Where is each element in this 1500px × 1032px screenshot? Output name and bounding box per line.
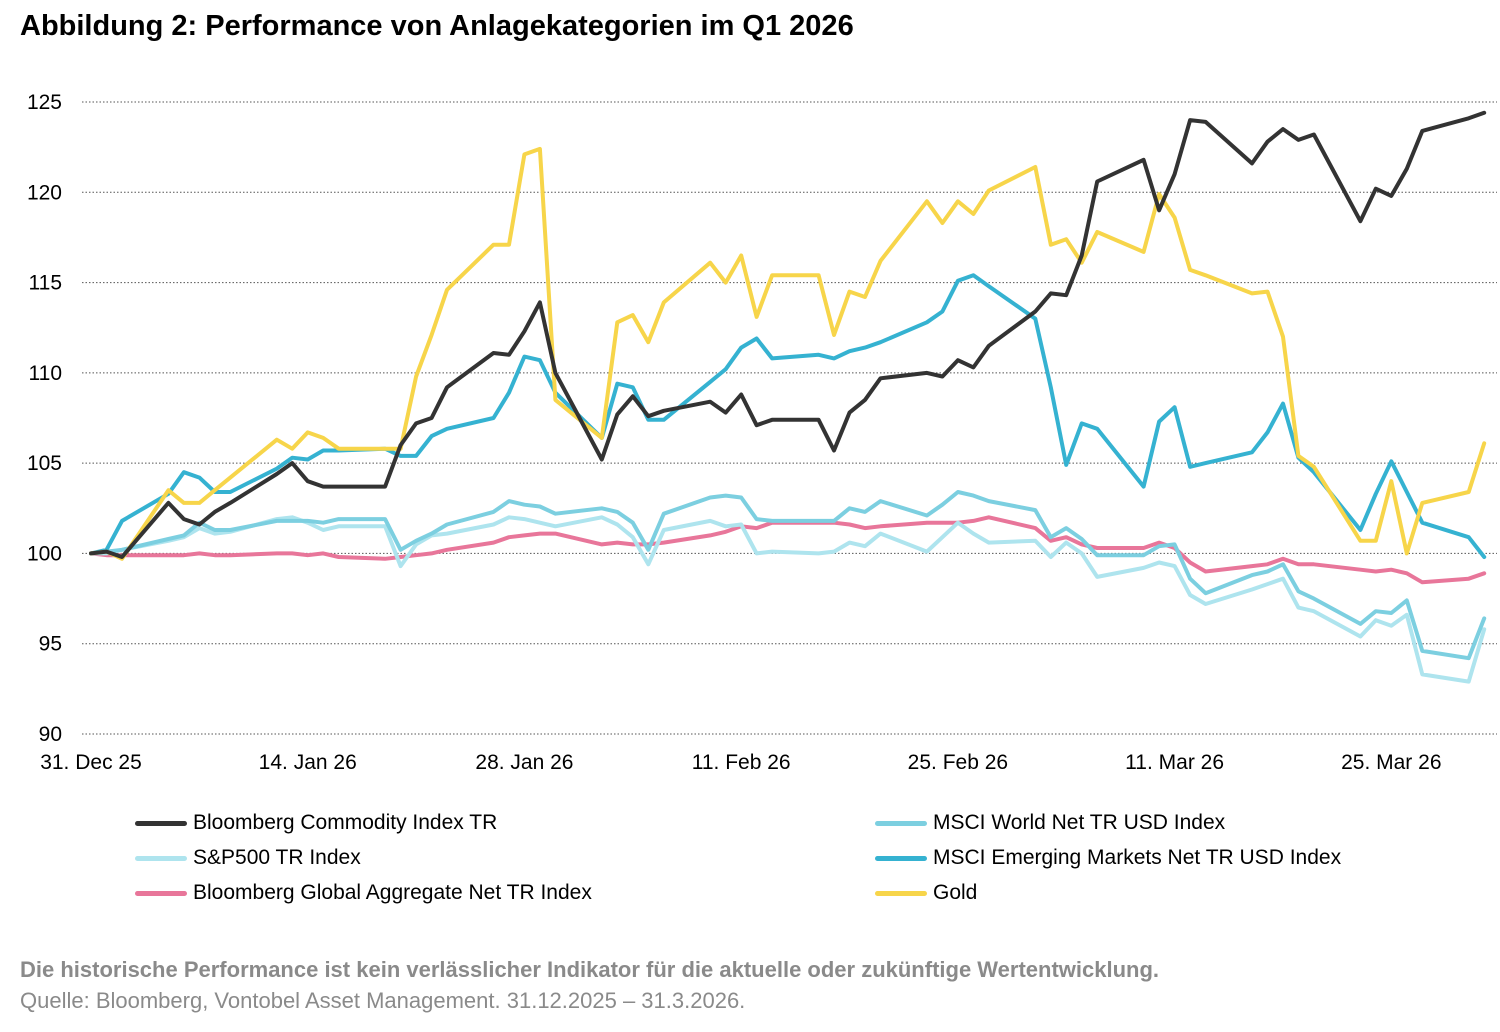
x-tick-label: 31. Dec 25 [40, 751, 142, 774]
legend-swatch [875, 855, 927, 861]
legend-swatch [135, 890, 187, 896]
legend-item-global-agg: Bloomberg Global Aggregate Net TR Index [135, 881, 592, 905]
legend-item-sp500: S&P500 TR Index [135, 846, 361, 870]
legend-label: MSCI World Net TR USD Index [933, 811, 1226, 834]
line-chart: 90 95 100 105 110 115 120 125 31. Dec 25 14. Jan… [27, 91, 1497, 774]
legend-swatch [875, 820, 927, 826]
series-line-s-p500-tr-index [89, 515, 1487, 684]
legend-swatch [135, 820, 187, 826]
x-tick-label: 25. Feb 26 [908, 751, 1008, 774]
y-tick-label: 125 [27, 91, 62, 114]
legend-swatch [875, 890, 927, 896]
y-tick-label: 90 [39, 723, 62, 746]
legend-item-msci-world: MSCI World Net TR USD Index [875, 811, 1225, 835]
legend-item-msci-em: MSCI Emerging Markets Net TR USD Index [875, 846, 1341, 870]
legend-item-gold: Gold [875, 881, 977, 905]
y-tick-label: 115 [29, 272, 62, 295]
y-tick-label: 100 [27, 542, 62, 565]
y-axis-ticks: 90 95 100 105 110 115 120 125 [27, 91, 62, 746]
series-lines [89, 110, 1487, 684]
series-line-bloomberg-commodity-index-tr [89, 110, 1487, 559]
y-tick-label: 105 [27, 452, 62, 475]
series-line-gold [89, 146, 1487, 561]
source-text: Quelle: Bloomberg, Vontobel Asset Manage… [20, 988, 746, 1013]
legend-label: S&P500 TR Index [193, 846, 361, 869]
y-tick-label: 110 [29, 362, 62, 385]
x-tick-label: 11. Feb 26 [692, 751, 791, 774]
series-line-msci-emerging-markets-net-tr-usd-index [89, 273, 1487, 559]
legend-label: Gold [933, 881, 978, 904]
legend-item-commodity: Bloomberg Commodity Index TR [135, 811, 497, 835]
x-tick-label: 25. Mar 26 [1341, 751, 1441, 774]
series-line-bloomberg-global-aggregate-net-tr-index [89, 515, 1487, 585]
legend-swatch [135, 855, 187, 861]
x-tick-label: 14. Jan 26 [259, 751, 357, 774]
y-tick-label: 95 [39, 633, 62, 656]
chart-title: Abbildung 2: Performance von Anlagekateg… [20, 10, 854, 42]
x-tick-label: 11. Mar 26 [1125, 751, 1224, 774]
x-axis-ticks: 31. Dec 25 14. Jan 26 28. Jan 26 11. Feb 26… [40, 751, 1441, 774]
y-tick-label: 120 [27, 181, 62, 204]
series-line-msci-world-net-tr-usd-index [89, 490, 1487, 661]
legend-label: Bloomberg Global Aggregate Net TR Index [193, 881, 592, 904]
x-tick-label: 28. Jan 26 [475, 751, 573, 774]
legend-label: Bloomberg Commodity Index TR [193, 811, 498, 834]
legend-label: MSCI Emerging Markets Net TR USD Index [933, 846, 1342, 869]
disclaimer-text: Die historische Performance ist kein ver… [20, 957, 1160, 982]
